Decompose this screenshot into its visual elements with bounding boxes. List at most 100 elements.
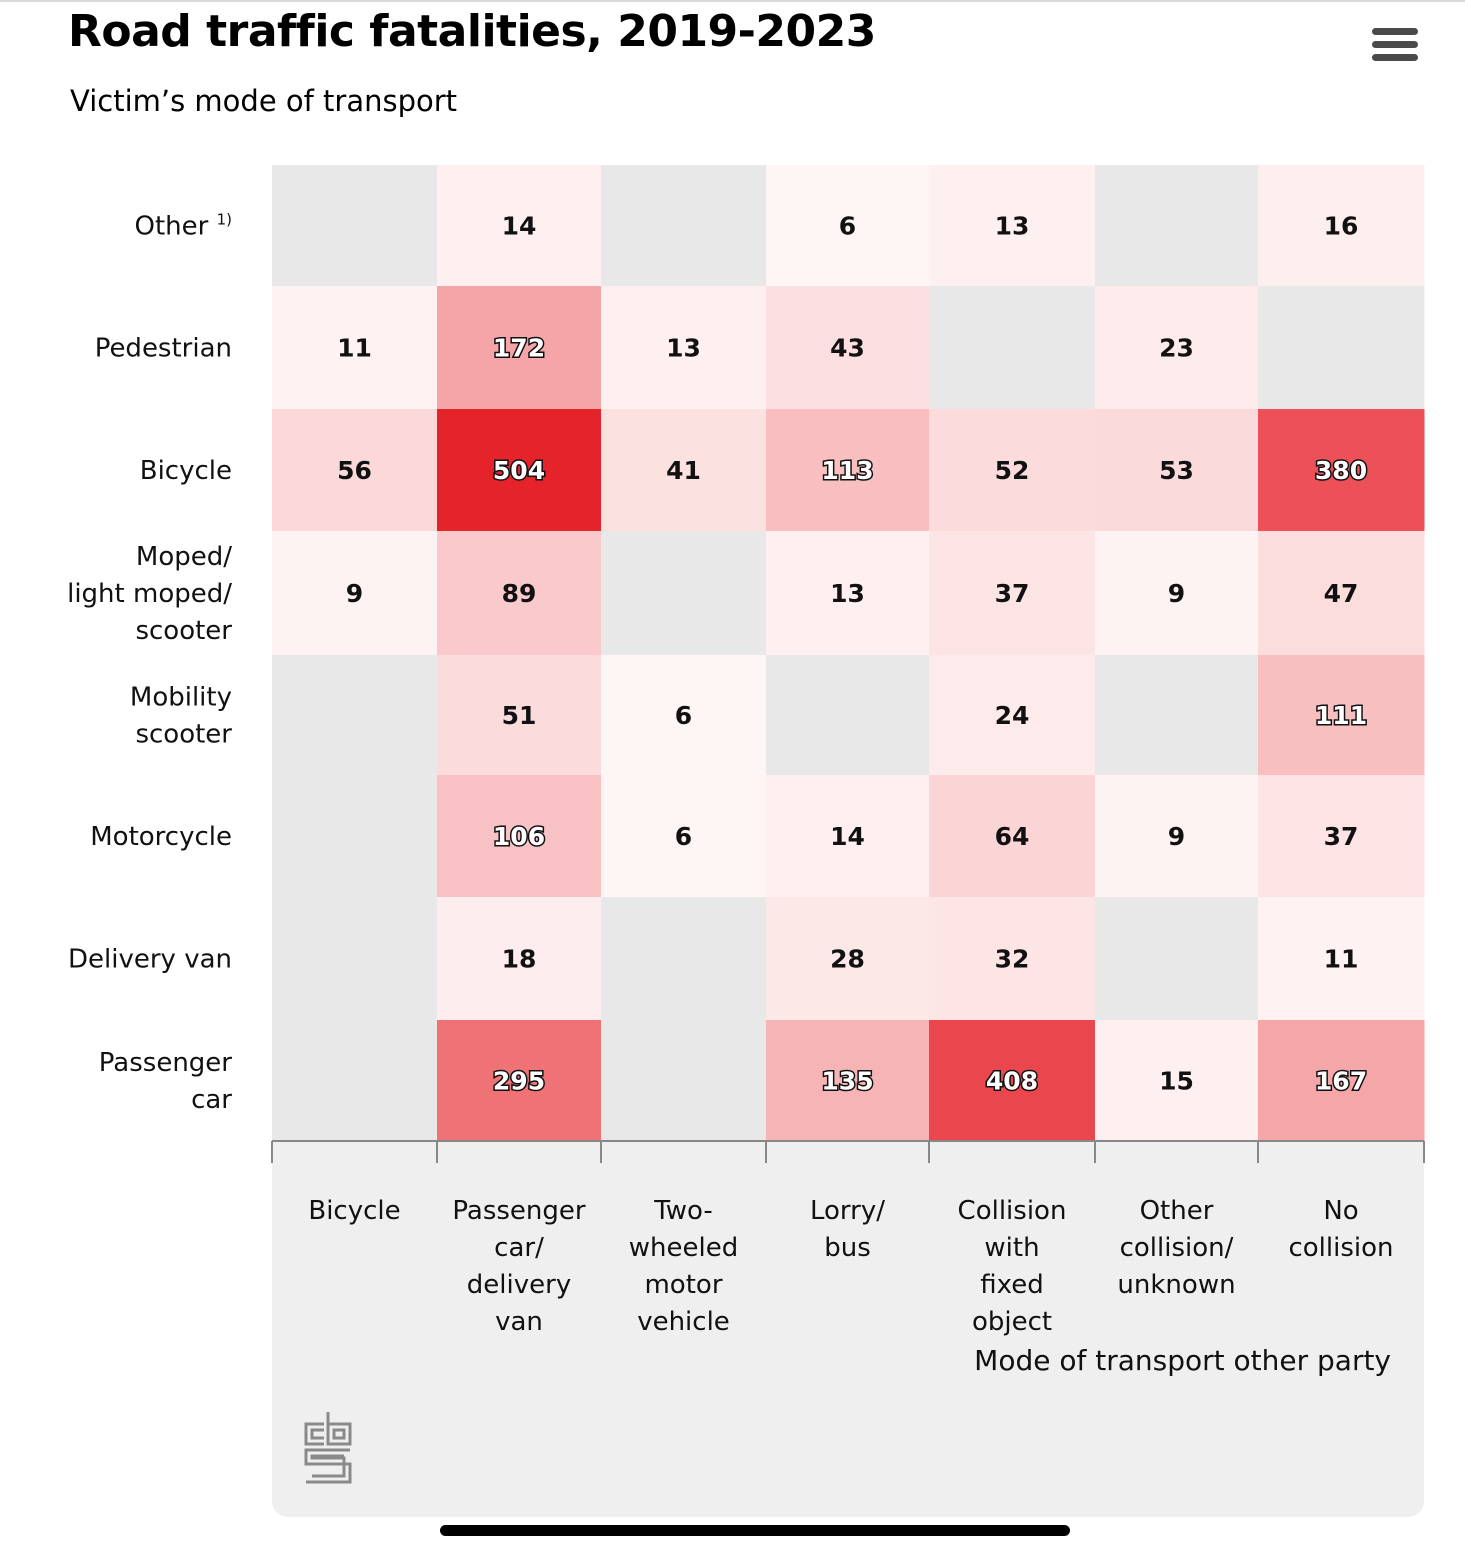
heatmap-cell [766,897,930,1021]
cell-value-label: 13 [995,212,1030,241]
top-divider [0,0,1465,2]
cell-value-label: 37 [995,579,1030,608]
heatmap-cell [1095,531,1259,656]
column-label: Passenger car/delivery van [452,1196,586,1337]
row-label: Motorcycle [90,822,232,852]
heatmap-cell [929,165,1096,287]
cell-value-label: 89 [502,579,537,608]
heatmap-cell [1258,409,1425,532]
cbs-logo-icon [304,1412,352,1484]
column-label: Collision with fixed object [958,1196,1067,1337]
cell-value-label: 113 [821,456,873,485]
hamburger-menu-icon[interactable] [1368,24,1422,66]
heatmap-cell [1258,897,1425,1021]
heatmap-cell [1095,1020,1259,1142]
heatmap-cell [1258,531,1425,656]
heatmap-cell [601,1020,767,1142]
row-labels: Other 1) Pedestrian Bicycle Moped/light mop… [67,211,232,1116]
heatmap-cell [437,286,602,410]
x-axis-panel [272,1142,1424,1517]
heatmap-cell [1095,286,1259,410]
cell-value-label: 28 [830,945,865,974]
heatmap-cell [437,897,602,1021]
heatmap-cell [1258,286,1425,410]
row-label: Bicycle [140,456,232,486]
row-label: Other 1) [135,211,233,242]
menu-bar [1372,54,1418,61]
heatmap-cell [272,165,438,287]
heatmap-cell [437,531,602,656]
cell-value-label: 408 [986,1067,1038,1096]
cell-value-label: 41 [666,456,701,485]
heatmap-cell [929,897,1096,1021]
heatmap-cell [601,286,767,410]
cell-value-label: 13 [830,579,865,608]
heatmap-cell [1095,409,1259,532]
heatmap-cells: 14 6 13 16 11 172 13 43 23 56 504 41 113 52 53 380 9 89 13… [272,165,1425,1142]
cell-value-label: 43 [830,334,865,363]
cell-value-label: 106 [493,822,545,851]
cell-value-label: 6 [675,701,692,730]
heatmap-cell [272,775,438,898]
x-axis [271,1140,1425,1163]
heatmap-cell [929,531,1096,656]
cell-value-label: 295 [493,1067,545,1096]
cell-value-label: 64 [995,822,1030,851]
heatmap-cell [272,655,438,776]
heatmap-cell [929,775,1096,898]
row-label: Passenger car [99,1048,233,1115]
cell-value-label: 11 [337,334,372,363]
row-label: Delivery van [68,945,232,975]
x-axis-title: Mode of transport other party [974,1344,1391,1377]
heatmap-cell [766,286,930,410]
cell-value-label: 111 [1315,701,1367,730]
cell-value-label: 23 [1159,334,1194,363]
heatmap-cell [1095,775,1259,898]
heatmap-cell [766,655,930,776]
menu-bar [1372,28,1418,35]
heatmap-cell [766,409,930,532]
cell-value-label: 37 [1324,822,1359,851]
cell-value-label: 32 [995,945,1030,974]
heatmap-cell [437,165,602,287]
heatmap-cell [766,165,930,287]
heatmap-cell [272,897,438,1021]
menu-bar [1372,41,1418,48]
heatmap-cell [1095,165,1259,287]
cell-value-label: 47 [1324,579,1359,608]
cell-value-label: 504 [493,456,545,485]
cell-value-label: 6 [839,212,856,241]
cell-value-label: 24 [995,701,1030,730]
row-label: Moped/light moped/scooter [67,542,232,646]
heatmap-cell [272,531,438,656]
column-labels: Bicycle Passenger car/delivery van Two-wheel… [308,1196,1393,1337]
row-label: Pedestrian [95,334,232,364]
cell-value-label: 53 [1159,456,1194,485]
cell-value-label: 56 [337,456,372,485]
heatmap-cell [272,286,438,410]
heatmap-cell [1095,897,1259,1021]
cell-value-label: 380 [1315,456,1367,485]
cell-value-label: 18 [502,945,537,974]
row-label: Mobility scooter [130,683,232,750]
cell-value-label: 16 [1324,212,1359,241]
column-label: Other collision/unknown [1117,1196,1235,1300]
heatmap-cell [1258,775,1425,898]
column-label: Lorry/bus [810,1196,885,1263]
home-indicator [440,1525,1070,1536]
heatmap-cell [929,286,1096,410]
chart-subtitle: Victim’s mode of transport [70,84,458,118]
cell-value-label: 51 [502,701,537,730]
heatmap-cell [1095,655,1259,776]
heatmap-cell [929,409,1096,532]
heatmap-cell [601,775,767,898]
heatmap-cell [601,897,767,1021]
heatmap-cell [1258,165,1425,287]
cell-value-label: 9 [1168,822,1185,851]
cell-value-label: 172 [493,334,545,363]
cell-value-label: 9 [346,579,363,608]
heatmap-cell [766,775,930,898]
cell-value-label: 52 [995,456,1030,485]
column-label: No collision [1288,1196,1393,1263]
column-label: Two-wheeled motor vehicle [629,1196,738,1337]
